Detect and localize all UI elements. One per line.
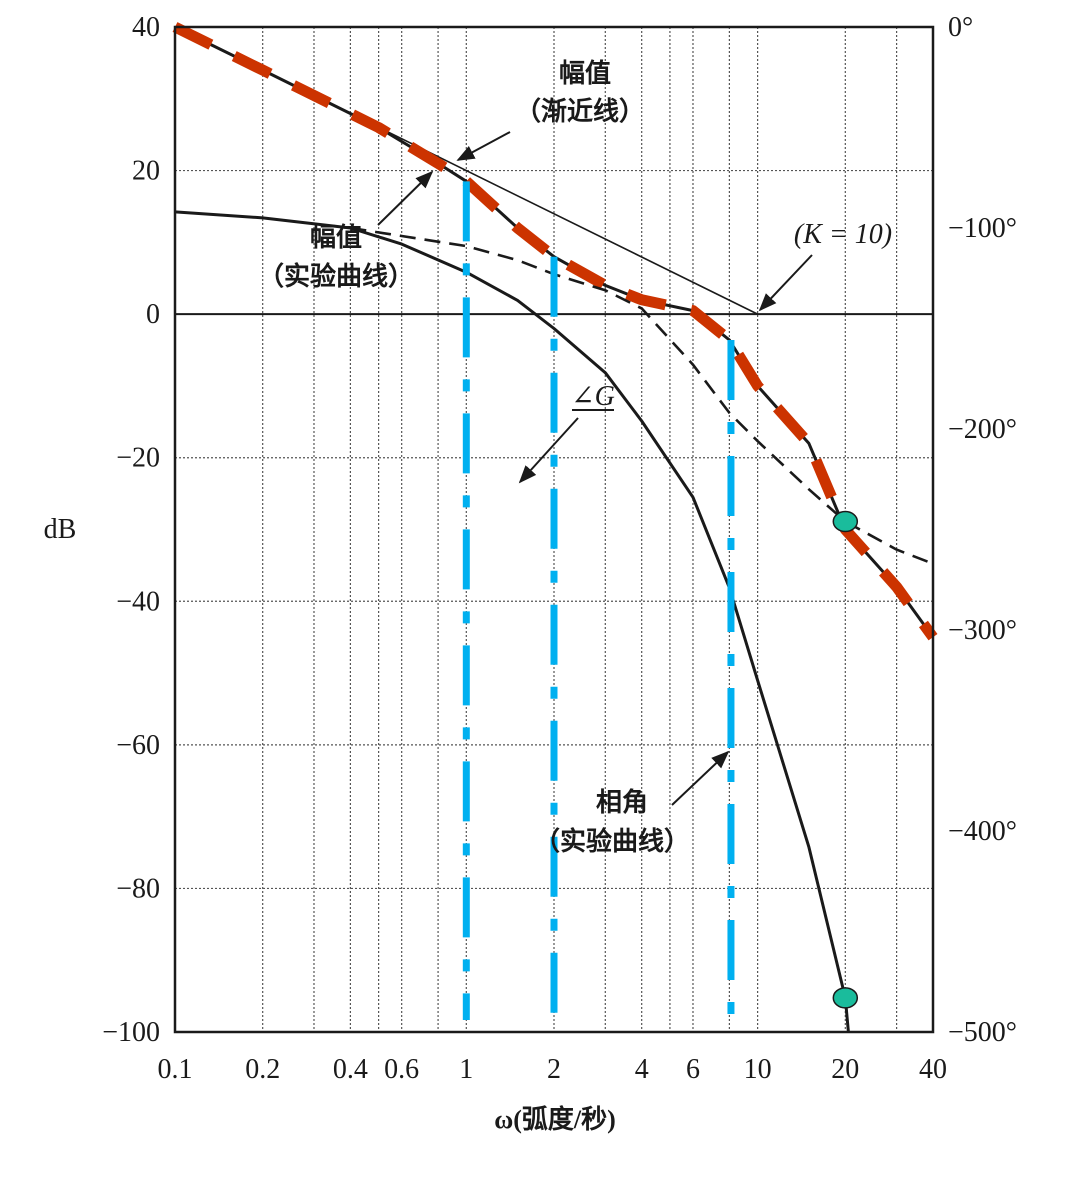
x-tick-label: 4 [635, 1054, 649, 1085]
annotation-phase-experimental-line2: （实验曲线） [534, 826, 690, 856]
annotation-angle-g: ∠G [571, 381, 615, 412]
x-axis-label: ω(弧度/秒) [494, 1104, 616, 1134]
arrow-phase-experimental [671, 750, 730, 806]
y-tick-label-right: −300° [948, 615, 1017, 646]
y-tick-label-left: −60 [116, 730, 160, 761]
x-tick-label: 2 [547, 1054, 561, 1085]
y-tick-label-right: −200° [948, 414, 1017, 445]
annotation-phase-experimental-line1: 相角 [596, 787, 648, 817]
y-tick-label-left: −80 [116, 873, 160, 904]
annotation-k: (K = 10) [794, 219, 892, 250]
y-tick-label-right: 0° [948, 12, 973, 43]
y-axis-label: dB [44, 514, 77, 545]
x-tick-label: 6 [686, 1054, 700, 1085]
x-tick-label: 40 [919, 1054, 947, 1085]
x-tick-label: 0.1 [158, 1054, 193, 1085]
y-tick-label-right: −500° [948, 1017, 1017, 1048]
x-tick-label: 0.2 [245, 1054, 280, 1085]
y-tick-label-left: 20 [132, 156, 160, 187]
annotation-mag-asymptote-line1: 幅值 [559, 59, 611, 88]
plot-frame [173, 25, 935, 1034]
x-tick-label: 0.6 [384, 1054, 419, 1085]
annotation-mag-experimental-line2: （实验曲线） [258, 261, 414, 291]
arrow-k [758, 254, 813, 312]
highlight-point [832, 987, 859, 1009]
series-phase-G [350, 226, 934, 565]
y-tick-label-left: −100 [102, 1017, 160, 1048]
series-phase-experimental [174, 210, 850, 1033]
arrow-mag-experimental [377, 170, 434, 226]
arrow-angle-g [518, 417, 579, 484]
y-tick-label-right: −100° [948, 213, 1017, 244]
y-tick-label-left: 40 [132, 12, 160, 43]
y-tick-label-left: −20 [116, 443, 160, 474]
annotation-mag-experimental-line1: 幅值 [310, 223, 362, 252]
series-mag-overlay [172, 22, 938, 641]
arrow-mag-asymptote [456, 131, 511, 161]
y-tick-label-right: −400° [948, 816, 1017, 847]
y-tick-label-left: 0 [146, 299, 160, 330]
x-tick-label: 20 [831, 1054, 859, 1085]
highlight-point [832, 510, 859, 533]
x-tick-label: 1 [459, 1054, 473, 1085]
y-tick-label-left: −40 [116, 586, 160, 617]
x-tick-label: 0.4 [333, 1054, 368, 1085]
x-tick-label: 10 [744, 1054, 772, 1085]
annotation-mag-asymptote-line2: （渐近线） [515, 97, 645, 126]
